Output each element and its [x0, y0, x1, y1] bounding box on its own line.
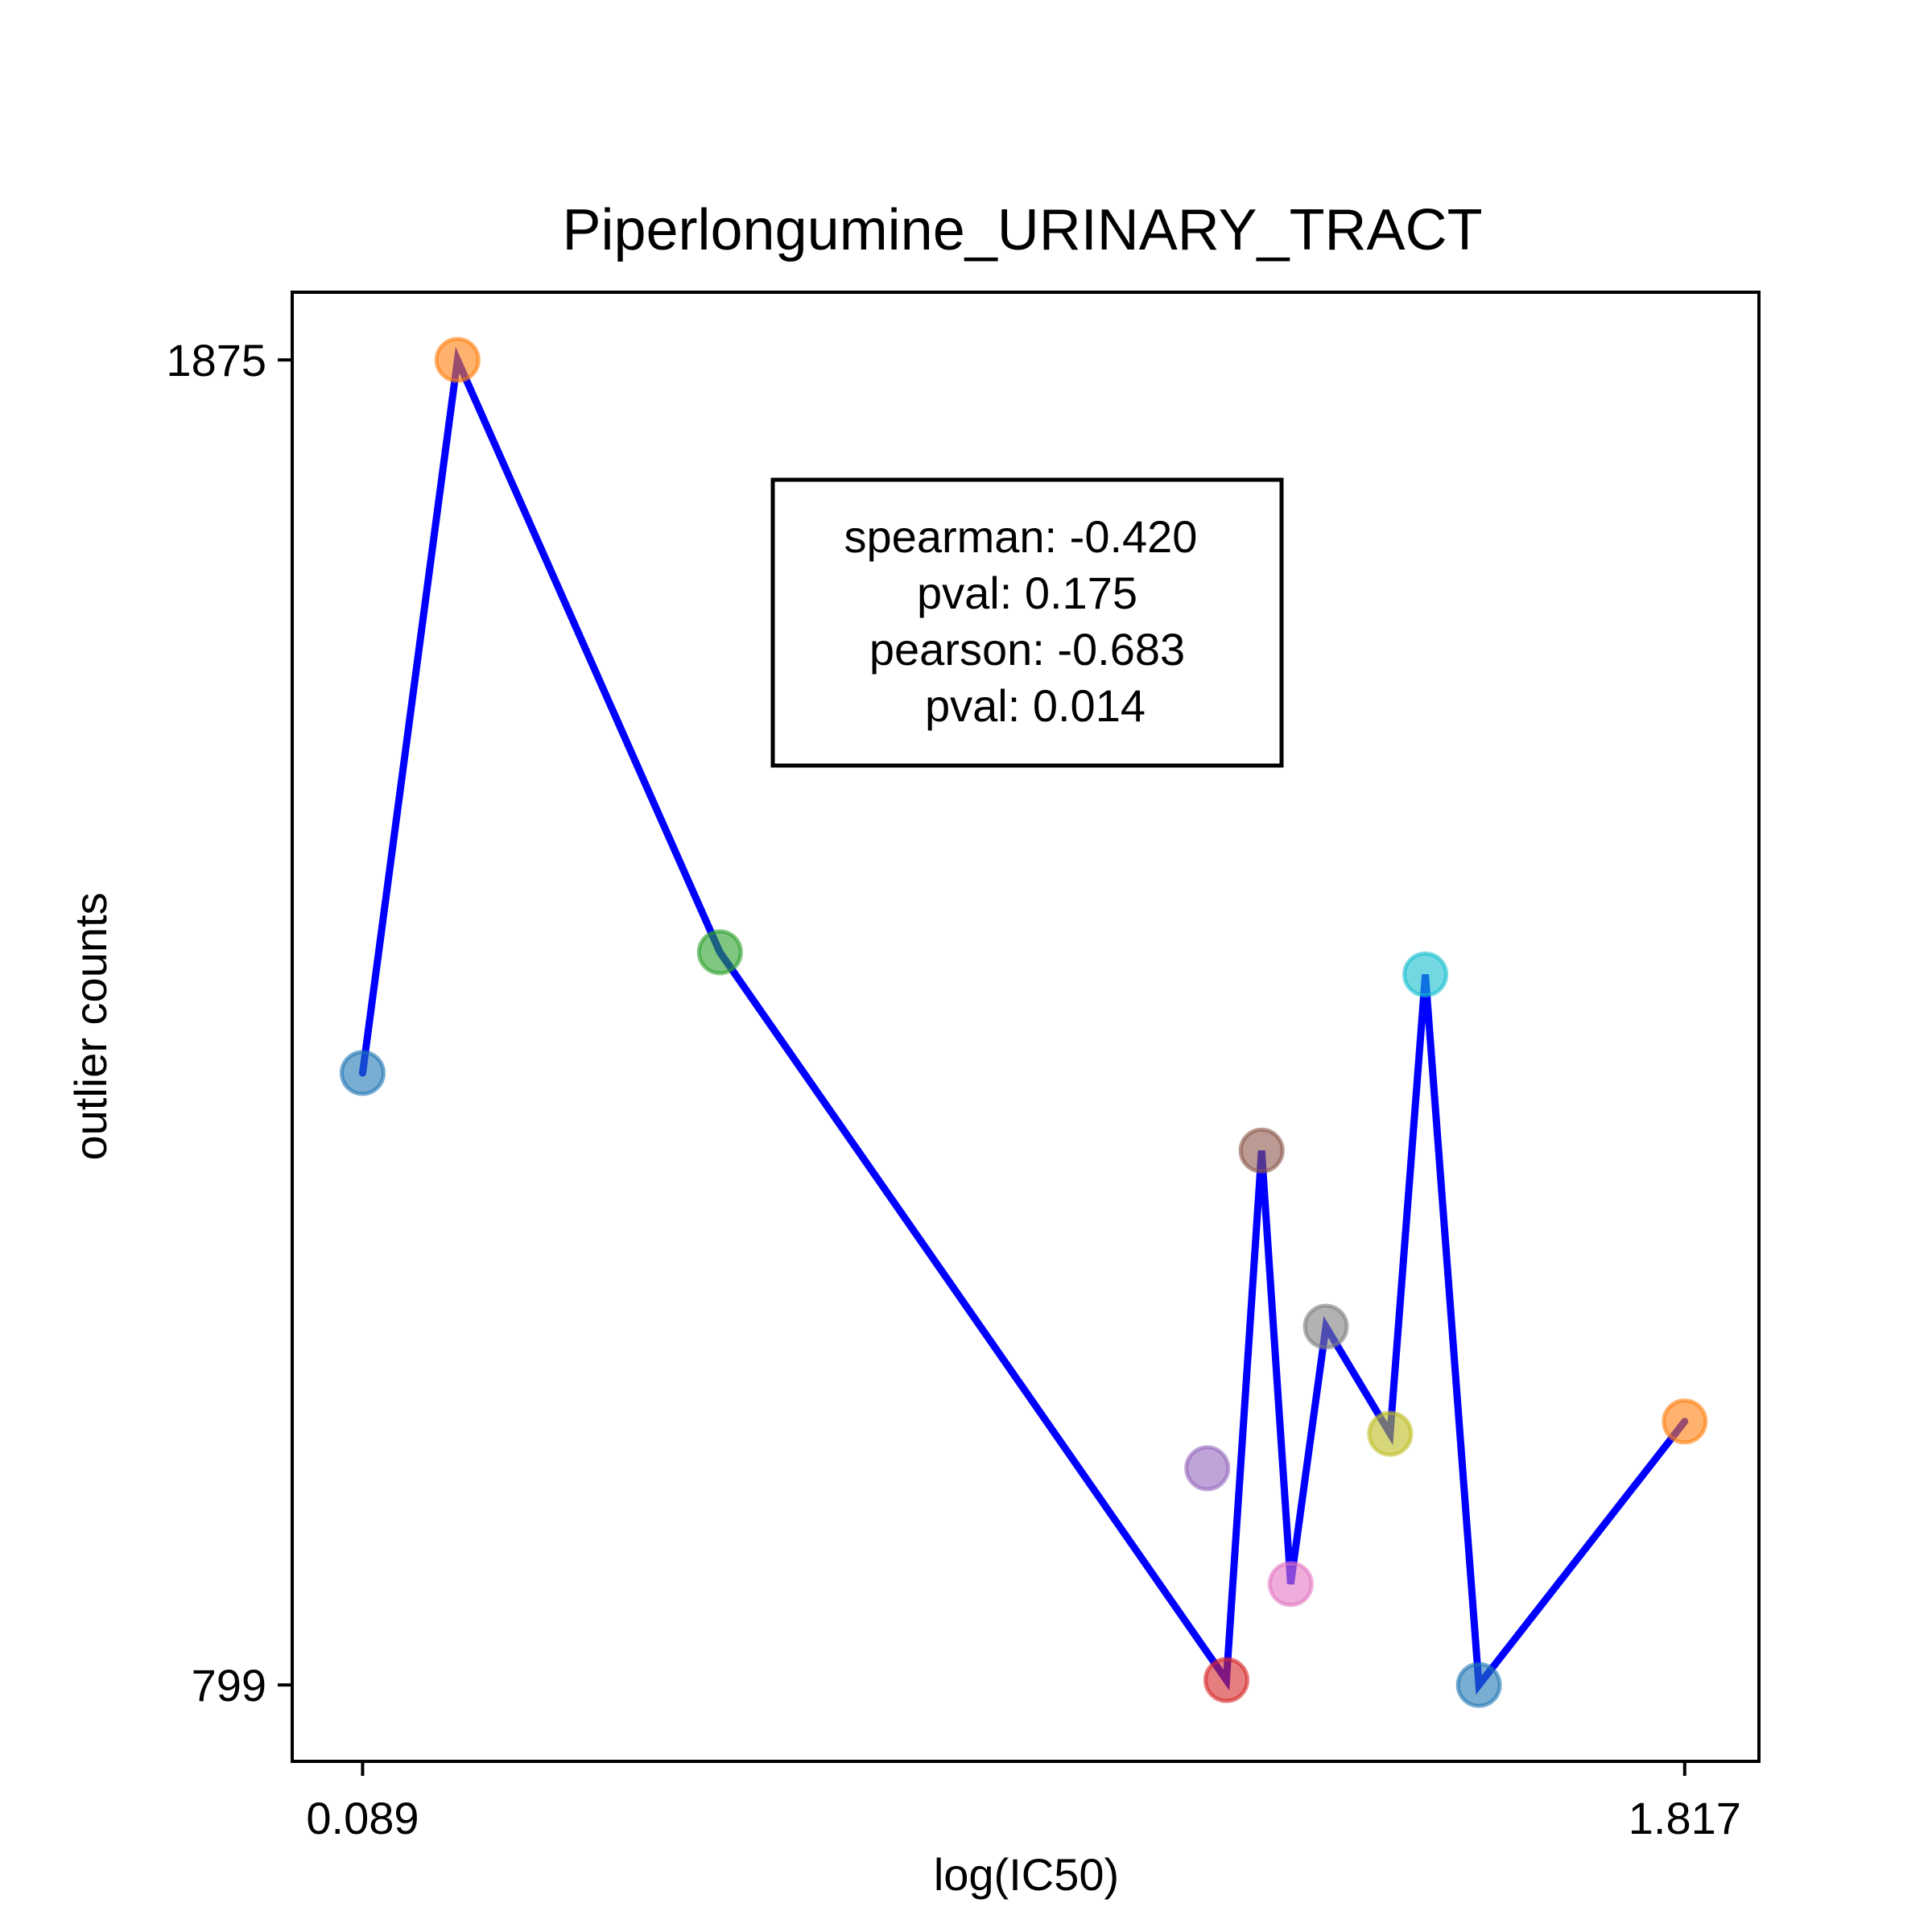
data-point-7 [1302, 1303, 1349, 1350]
stats-spearman: spearman: -0.420 [844, 511, 1198, 562]
stats-pearson-pval: pval: 0.014 [925, 680, 1146, 731]
data-point-0 [339, 1050, 386, 1096]
stats-box-frame [770, 477, 1284, 768]
data-point-4 [1184, 1445, 1231, 1492]
data-points-layer [339, 336, 1708, 1708]
data-point-8 [1367, 1410, 1414, 1457]
data-point-2 [696, 929, 743, 976]
chart-title: Piperlongumine_URINARY_TRACT [562, 198, 1482, 262]
plot-area [291, 291, 1761, 1763]
data-point-9 [1402, 951, 1449, 997]
data-point-3 [1203, 1657, 1249, 1703]
y-tick-label-0: 1875 [166, 335, 266, 386]
x-tick-label-1: 1.817 [1629, 1793, 1741, 1843]
y-tick-label-1: 799 [192, 1660, 266, 1711]
stats-spearman-pval: pval: 0.175 [917, 568, 1137, 618]
stats-box: spearman: -0.420 pval: 0.175 pearson: -0… [770, 477, 1284, 768]
data-point-1 [434, 336, 481, 383]
stats-pearson: pearson: -0.683 [869, 624, 1185, 675]
data-point-11 [1662, 1398, 1708, 1445]
data-point-6 [1267, 1561, 1314, 1608]
x-tick-label-0: 0.089 [306, 1793, 419, 1843]
data-point-10 [1455, 1662, 1502, 1708]
data-point-5 [1238, 1127, 1285, 1174]
axis-ticks-layer: 0.089 1.817 1875 799 [166, 335, 1740, 1843]
y-axis-label: outlier counts [65, 892, 116, 1160]
x-axis-label: log(IC50) [934, 1849, 1119, 1900]
